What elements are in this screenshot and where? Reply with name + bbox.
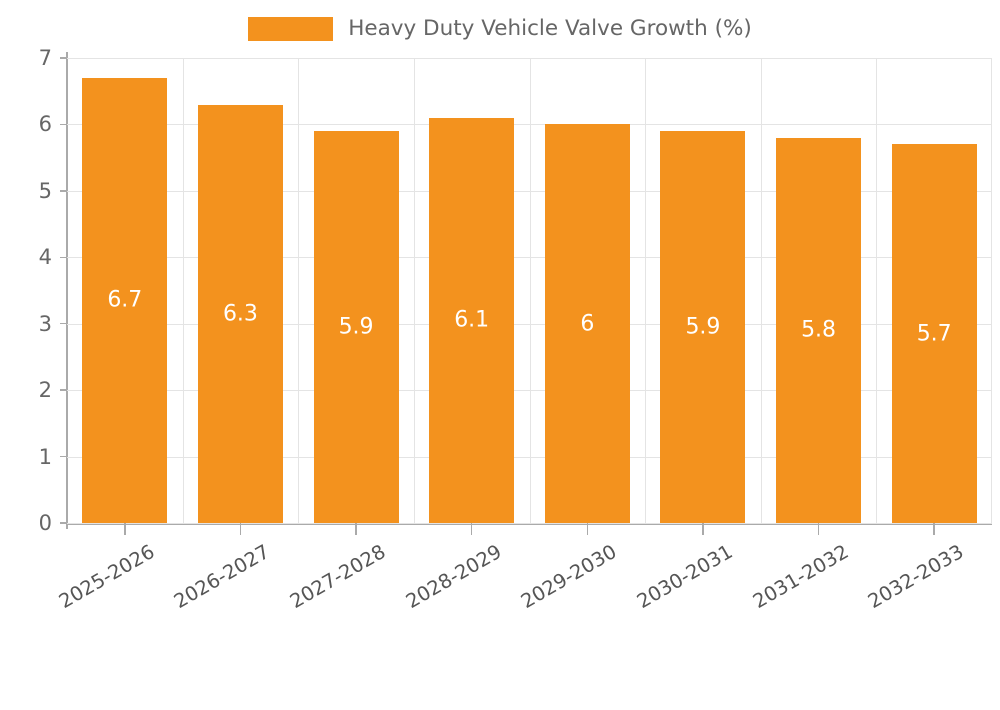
gridline-vertical	[991, 58, 992, 523]
bar-chart: Heavy Duty Vehicle Valve Growth (%) 0 1 2 3…	[0, 17, 1000, 613]
x-axis-tick-mark	[124, 523, 126, 535]
bar[interactable]	[660, 131, 746, 523]
x-axis-tick-mark	[586, 523, 589, 535]
bar[interactable]	[891, 144, 977, 523]
gridline-vertical	[876, 58, 878, 523]
bar-value-label: 6	[580, 311, 595, 337]
x-axis-tick-mark	[239, 523, 242, 535]
gridline-vertical	[298, 58, 300, 523]
y-axis-tick-mark	[60, 190, 67, 192]
legend-label: Heavy Duty Vehicle Valve Growth (%)	[348, 16, 752, 41]
y-axis-tick-mark	[60, 389, 67, 391]
y-axis-tick-label: 4	[38, 245, 52, 270]
bar-value-label: 5.7	[916, 321, 952, 347]
y-axis-tick-label: 5	[38, 178, 52, 203]
gridline-vertical	[529, 58, 531, 523]
y-axis-tick-label: 2	[38, 378, 52, 403]
x-axis-tick-mark	[817, 523, 820, 535]
y-axis-tick-label: 1	[38, 444, 52, 469]
y-axis-tick-mark	[60, 256, 67, 259]
y-axis-tick-mark	[60, 455, 67, 458]
gridline-vertical	[760, 58, 762, 523]
bar-value-label: 5.9	[685, 314, 721, 340]
bar-value-label: 6.1	[454, 307, 490, 333]
legend-color-swatch	[248, 17, 334, 41]
x-axis-tick-mark	[702, 523, 704, 535]
y-axis-tick-mark	[60, 322, 67, 325]
plot-area	[67, 58, 992, 524]
y-axis-tick-label: 3	[38, 311, 52, 336]
y-axis-tick-label: 7	[38, 46, 52, 70]
x-axis-tick-mark	[470, 523, 473, 535]
gridline-horizontal	[67, 523, 992, 524]
bar-value-label: 6.3	[222, 301, 258, 327]
bar[interactable]	[82, 77, 168, 523]
x-axis-tick-mark	[355, 523, 357, 535]
gridline-vertical	[645, 58, 647, 523]
y-axis-line	[66, 52, 68, 529]
bar[interactable]	[313, 131, 399, 523]
y-axis-tick-label: 0	[38, 511, 52, 535]
bar-value-label: 6.7	[107, 287, 143, 313]
bar-value-label: 5.8	[801, 317, 837, 343]
bar[interactable]	[429, 117, 515, 523]
y-axis-tick-mark	[60, 123, 67, 126]
gridline-vertical	[182, 58, 184, 523]
x-axis-tick-mark	[933, 523, 935, 535]
bar[interactable]	[544, 124, 630, 523]
bar[interactable]	[776, 137, 862, 523]
gridline-vertical	[413, 58, 415, 523]
bar-value-label: 5.9	[338, 314, 374, 340]
chart-legend: Heavy Duty Vehicle Valve Growth (%)	[0, 17, 1000, 41]
y-axis-tick-mark	[60, 522, 67, 524]
y-axis-tick-label: 6	[38, 112, 52, 137]
bar[interactable]	[197, 104, 283, 523]
y-axis-tick-mark	[60, 57, 67, 59]
